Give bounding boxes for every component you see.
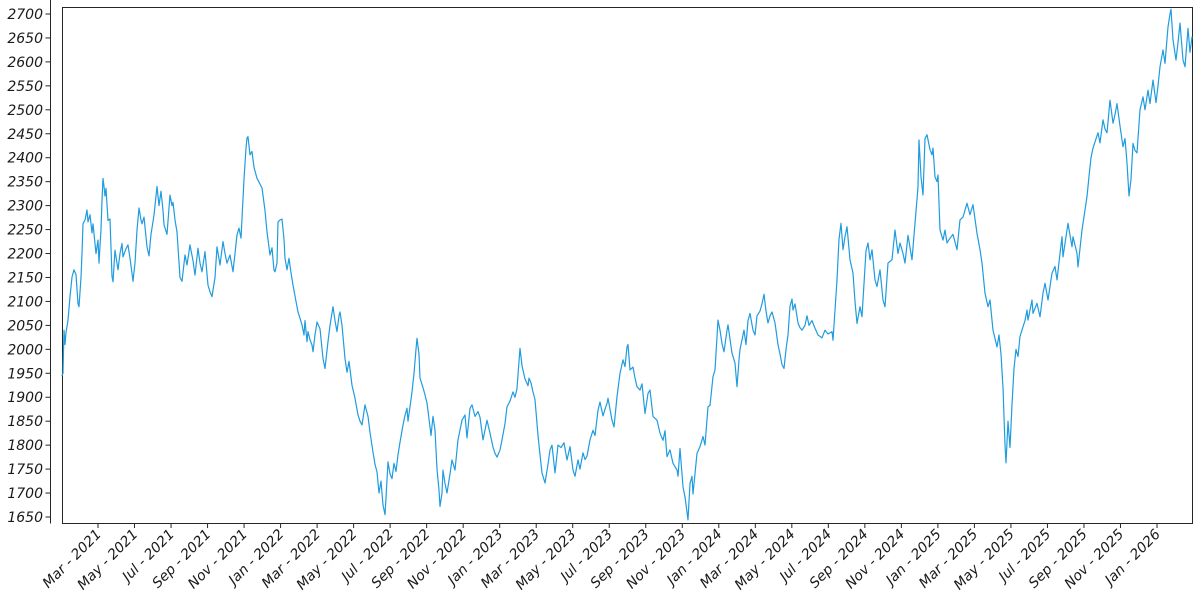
y-tick-label: 2550	[7, 79, 43, 95]
y-tick-label: 2150	[7, 270, 43, 286]
y-tick-label: 2500	[7, 103, 43, 119]
y-tick-label: 1950	[7, 366, 43, 382]
y-tick-label: 2050	[7, 318, 43, 334]
y-tick-label: 2450	[7, 127, 43, 143]
y-tick-label: 2300	[7, 199, 43, 215]
y-tick-label: 2250	[7, 223, 43, 239]
y-tick-label: 2200	[7, 247, 43, 263]
y-tick-label: 1900	[7, 390, 43, 406]
plot-border	[62, 7, 1193, 524]
y-tick-label: 1800	[7, 438, 43, 454]
y-tick-label: 2400	[7, 151, 43, 167]
y-tick-label: 2000	[7, 342, 43, 358]
y-tick-label: 1850	[7, 414, 43, 430]
series-line	[61, 8, 1193, 521]
y-tick-label: 1650	[7, 510, 43, 526]
y-tick-label: 2100	[7, 294, 43, 310]
y-tick-label: 2700	[7, 7, 43, 23]
y-tick-label: 2600	[7, 55, 43, 71]
y-tick-label: 2350	[7, 175, 43, 191]
y-tick-label: 1700	[7, 486, 43, 502]
y-tick-label: 1750	[7, 462, 43, 478]
y-tick-label: 2650	[7, 31, 43, 47]
